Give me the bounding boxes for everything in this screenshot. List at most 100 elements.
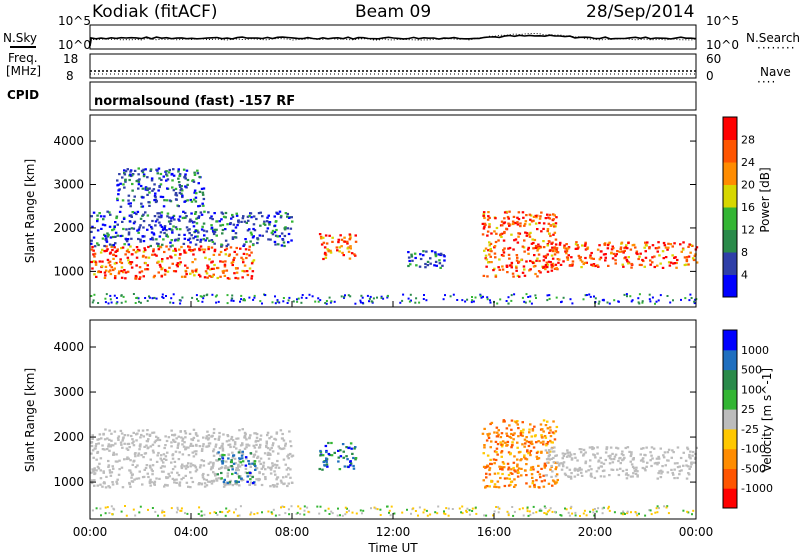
power-cell bbox=[691, 244, 694, 247]
power-cell bbox=[189, 218, 192, 221]
velocity-cell bbox=[540, 480, 544, 483]
velocity-cell bbox=[326, 465, 329, 468]
power-cell bbox=[171, 262, 174, 265]
power-cell bbox=[535, 216, 538, 219]
velocity-cell bbox=[183, 441, 186, 444]
velocity-cell bbox=[177, 442, 180, 445]
velocity-cell bbox=[120, 432, 124, 435]
velocity-cell bbox=[151, 449, 155, 452]
velocity-cell bbox=[95, 469, 98, 472]
velocity-cell bbox=[269, 472, 273, 475]
velocity-cell bbox=[555, 454, 558, 457]
power-cell bbox=[511, 272, 515, 275]
power-cell bbox=[135, 256, 139, 259]
velocity-cell bbox=[173, 460, 177, 463]
power-cell bbox=[179, 185, 182, 188]
velocity-cell bbox=[261, 511, 263, 514]
power-cell bbox=[500, 235, 503, 238]
velocity-cell bbox=[678, 465, 681, 468]
velocity-cell bbox=[547, 449, 551, 452]
power-cell bbox=[530, 242, 534, 245]
power-cell bbox=[567, 246, 571, 249]
power-cell bbox=[551, 250, 555, 253]
power-cell bbox=[200, 228, 204, 231]
power-cell bbox=[152, 248, 155, 251]
power-cell bbox=[200, 187, 204, 190]
velocity-cell bbox=[507, 473, 511, 477]
velocity-colorbar-label: Velocity [m s^-1] bbox=[760, 368, 774, 472]
power-cell bbox=[540, 230, 543, 233]
velocity-cell bbox=[254, 468, 257, 471]
velocity-cell bbox=[189, 471, 192, 474]
power-cell bbox=[486, 230, 490, 233]
velocity-cell bbox=[247, 460, 250, 463]
velocity-cell bbox=[91, 437, 94, 440]
velocity-cell bbox=[225, 460, 228, 463]
velocity-cell bbox=[475, 512, 478, 515]
power-cell bbox=[558, 258, 561, 261]
power-cell bbox=[120, 301, 123, 304]
velocity-cell bbox=[535, 441, 538, 444]
power-cell bbox=[553, 246, 557, 249]
power-cell bbox=[198, 190, 202, 193]
velocity-cell bbox=[271, 462, 274, 465]
power-cell bbox=[137, 183, 141, 186]
power-cell bbox=[197, 273, 201, 276]
power-cell bbox=[548, 294, 551, 297]
velocity-cell bbox=[517, 435, 520, 438]
power-cell bbox=[553, 253, 557, 256]
power-cell bbox=[488, 244, 491, 247]
power-cell bbox=[127, 231, 131, 234]
power-cell bbox=[386, 295, 389, 298]
power-cell bbox=[185, 215, 188, 218]
power-cell bbox=[282, 297, 285, 299]
velocity-cell bbox=[270, 446, 273, 450]
power-cell bbox=[657, 246, 661, 249]
velocity-cell bbox=[342, 450, 345, 453]
velocity-cell bbox=[379, 514, 382, 516]
power-cell bbox=[348, 257, 352, 260]
velocity-cell bbox=[588, 446, 592, 449]
power-cell bbox=[224, 260, 227, 263]
velocity-cell bbox=[559, 514, 562, 516]
velocity-cell bbox=[198, 506, 201, 509]
power-cell bbox=[658, 254, 661, 257]
power-cell bbox=[502, 249, 505, 252]
velocity-cell bbox=[282, 439, 286, 442]
velocity-cell bbox=[493, 462, 496, 465]
velocity-cell bbox=[499, 441, 502, 444]
power-cell bbox=[210, 215, 213, 218]
velocity-cell bbox=[488, 485, 491, 488]
velocity-cell bbox=[506, 434, 509, 437]
power-cell bbox=[564, 247, 567, 250]
power-cell bbox=[194, 212, 197, 215]
power-cell bbox=[637, 257, 640, 261]
velocity-cell bbox=[489, 462, 492, 465]
power-cell bbox=[188, 246, 192, 249]
velocity-cell bbox=[132, 444, 136, 447]
power-cell bbox=[153, 215, 157, 218]
power-cell bbox=[145, 187, 149, 190]
power-cell bbox=[105, 237, 108, 240]
velocity-cell bbox=[503, 466, 506, 469]
velocity-cell bbox=[676, 466, 680, 469]
velocity-cell bbox=[692, 509, 695, 512]
power-cell bbox=[529, 231, 532, 234]
power-cell bbox=[177, 218, 180, 221]
power-cell bbox=[250, 277, 253, 280]
power-cell bbox=[623, 249, 626, 252]
power-cell bbox=[105, 245, 108, 248]
velocity-cell bbox=[531, 482, 534, 485]
velocity-cell bbox=[520, 474, 523, 477]
velocity-cell bbox=[406, 508, 408, 511]
power-cell bbox=[687, 255, 691, 258]
velocity-cell bbox=[650, 464, 653, 468]
power-cell bbox=[354, 254, 357, 257]
power-cell bbox=[222, 215, 226, 218]
velocity-cell bbox=[142, 456, 145, 459]
power-cell bbox=[100, 227, 103, 230]
velocity-cell bbox=[214, 443, 218, 446]
power-cell bbox=[117, 193, 120, 196]
velocity-cell bbox=[219, 454, 223, 457]
velocity-cell bbox=[565, 508, 568, 511]
